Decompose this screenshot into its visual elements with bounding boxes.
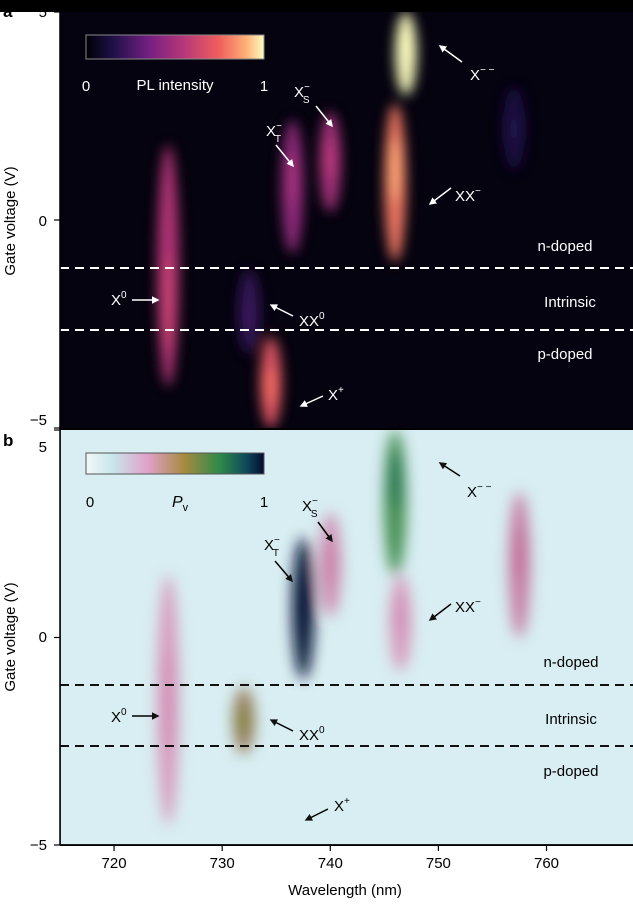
heatmap-core-unlabeled-7 bbox=[508, 111, 521, 146]
b-n-doped: n-doped bbox=[543, 654, 598, 671]
heatmap-core-XX⁻-5 bbox=[389, 138, 402, 202]
tick-marks bbox=[54, 11, 548, 851]
panel-b-heatmap bbox=[157, 430, 531, 825]
heatmap-core-unlabeled-6 bbox=[513, 525, 526, 584]
cbar-a-max: 1 bbox=[260, 78, 268, 95]
panel-a-heatmap bbox=[157, 12, 526, 428]
x-axis-margin bbox=[60, 846, 633, 905]
cbar-b-min: 0 bbox=[86, 494, 94, 511]
a-arrow-xp bbox=[299, 395, 324, 407]
b-label-xxm: XX− bbox=[455, 597, 481, 616]
heatmap-core-X⁰-0 bbox=[162, 254, 175, 352]
a-label-xp: X+ bbox=[328, 385, 344, 404]
panel-b-letter: b bbox=[3, 431, 13, 450]
x-tick-label-750: 750 bbox=[426, 855, 451, 872]
panel-b-background bbox=[60, 430, 633, 845]
cbar-b-label-sub: v bbox=[183, 502, 189, 514]
a-label-xt: X− T bbox=[266, 121, 282, 145]
b-arrow-xs bbox=[317, 521, 333, 543]
heatmap-core-X⁰-0 bbox=[162, 649, 175, 750]
a-label-xs: X− S bbox=[294, 82, 310, 106]
panel-b-margin bbox=[0, 430, 60, 905]
a-label-x0: X0 bbox=[111, 290, 127, 309]
heatmap-core-XX⁰-1 bbox=[243, 299, 256, 333]
panel-b-annotations: X− − X− S X− T XX− X0 XX0 X+ bbox=[111, 482, 492, 815]
b-arrow-xmm bbox=[438, 462, 461, 477]
heatmap-core-X⁻⁻-6 bbox=[399, 28, 412, 62]
colorbar-a bbox=[85, 34, 265, 60]
heatmap-core-X⁻S-4 bbox=[324, 137, 337, 178]
b-ytick-5: 5 bbox=[39, 439, 47, 456]
cbar-b-label: Pv bbox=[172, 494, 189, 514]
b-intrinsic: Intrinsic bbox=[545, 711, 597, 728]
panel-a-letter: a bbox=[3, 2, 13, 21]
a-label-xmm: X− − bbox=[470, 65, 495, 84]
heatmap-core-XX⁰-1 bbox=[237, 707, 250, 734]
heatmap-core-X⁻⁻-4 bbox=[389, 450, 402, 509]
a-y-axis-label: Gate voltage (V) bbox=[2, 166, 19, 275]
heatmap-core-X⁻T-2 bbox=[297, 576, 310, 633]
a-arrow-xxm bbox=[428, 187, 452, 205]
b-y-axis-label: Gate voltage (V) bbox=[2, 582, 19, 691]
a-ytick-5: 5 bbox=[39, 4, 47, 21]
a-arrow-xmm bbox=[438, 45, 463, 63]
b-arrow-xxm bbox=[428, 603, 452, 621]
a-label-xxm: XX− bbox=[455, 186, 481, 205]
b-arrow-xp bbox=[304, 808, 329, 821]
b-label-x0: X0 bbox=[111, 707, 127, 726]
heatmap-core-XX⁻-5 bbox=[394, 597, 407, 636]
panel-a-annotations: X− − X− S X− T XX− X0 XX0 X+ bbox=[111, 65, 495, 404]
cbar-a-min: 0 bbox=[82, 78, 90, 95]
heatmap-core-X⁺-2 bbox=[264, 368, 277, 405]
b-label-xt: X− T bbox=[264, 535, 280, 559]
b-arrow-xt bbox=[274, 560, 293, 583]
colorbar-b bbox=[85, 452, 265, 475]
panel-b-arrows bbox=[132, 462, 461, 821]
a-p-doped: p-doped bbox=[537, 346, 592, 363]
x-tick-label-760: 760 bbox=[534, 855, 559, 872]
a-n-doped: n-doped bbox=[537, 238, 592, 255]
cbar-b-max: 1 bbox=[260, 494, 268, 511]
b-p-doped: p-doped bbox=[543, 763, 598, 780]
heatmap-core-X⁻S-3 bbox=[324, 542, 337, 584]
b-arrow-xx0 bbox=[269, 719, 294, 732]
x-tick-label-730: 730 bbox=[210, 855, 235, 872]
a-ytick-minus5: −5 bbox=[30, 412, 47, 429]
x-tick-labels: 720 730 740 750 760 bbox=[102, 855, 559, 872]
panel-a-background bbox=[60, 12, 633, 428]
a-arrow-xt bbox=[275, 144, 294, 168]
panel-a-margin bbox=[0, 12, 60, 430]
b-ytick-0: 0 bbox=[39, 629, 47, 646]
panel-a-arrows bbox=[132, 45, 463, 407]
b-label-xmm: X− − bbox=[467, 482, 492, 501]
cbar-a-label: PL intensity bbox=[137, 77, 214, 94]
a-intrinsic: Intrinsic bbox=[544, 294, 596, 311]
b-ytick-minus5: −5 bbox=[30, 837, 47, 854]
b-label-xs: X− S bbox=[302, 496, 318, 520]
a-arrow-xx0 bbox=[269, 304, 294, 317]
a-label-xx0: XX0 bbox=[299, 311, 325, 330]
b-label-xp: X+ bbox=[334, 796, 350, 815]
cbar-b-label-main: P bbox=[172, 494, 183, 511]
x-axis-label: Wavelength (nm) bbox=[288, 882, 402, 899]
x-tick-label-720: 720 bbox=[102, 855, 127, 872]
x-tick-label-740: 740 bbox=[318, 855, 343, 872]
a-ytick-0: 0 bbox=[39, 213, 47, 230]
b-label-xx0: XX0 bbox=[299, 725, 325, 744]
a-arrow-xs bbox=[315, 105, 333, 128]
